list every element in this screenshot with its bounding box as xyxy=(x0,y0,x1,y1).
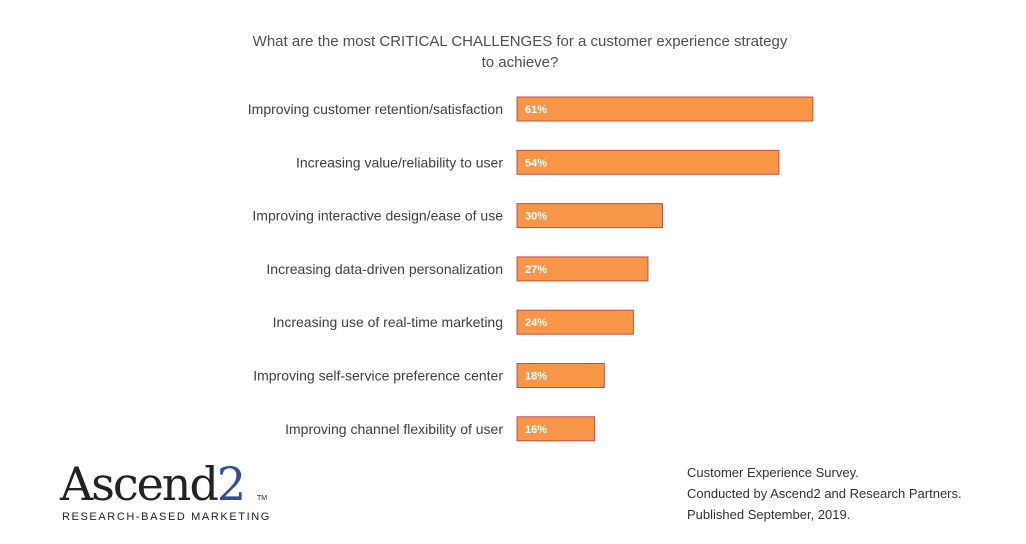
data-label: 54% xyxy=(525,157,547,169)
logo-tagline: RESEARCH-BASED MARKETING xyxy=(62,511,271,523)
category-label: Increasing use of real-time marketing xyxy=(273,314,503,330)
data-label: 61% xyxy=(525,104,547,116)
logo-wordmark: Ascend2 xyxy=(60,457,246,511)
chart-title: What are the most CRITICAL CHALLENGES fo… xyxy=(230,31,810,73)
category-label: Improving channel flexibility of user xyxy=(285,421,503,437)
category-label: Improving customer retention/satisfactio… xyxy=(248,101,503,117)
bar xyxy=(516,256,649,282)
data-label: 24% xyxy=(525,317,547,329)
bar xyxy=(516,363,605,388)
chart-title-line-1: What are the most CRITICAL CHALLENGES fo… xyxy=(252,33,788,50)
chart-title-line-2: to achieve? xyxy=(481,54,559,71)
ascend2-logo: Ascend2 TM RESEARCH-BASED MARKETING xyxy=(60,458,280,528)
data-label: 16% xyxy=(525,424,547,436)
data-label: 18% xyxy=(525,371,547,383)
source-note: Customer Experience Survey. Conducted by… xyxy=(687,462,962,525)
source-note-line-2: Conducted by Ascend2 and Research Partne… xyxy=(687,486,962,501)
data-label: 27% xyxy=(525,264,547,276)
category-label: Improving self-service preference center xyxy=(253,368,503,384)
data-label: 30% xyxy=(525,211,547,223)
bar xyxy=(516,416,596,442)
bar xyxy=(516,203,663,229)
logo-digit: 2 xyxy=(216,457,246,511)
category-label: Improving interactive design/ease of use xyxy=(252,208,503,224)
bar xyxy=(516,96,814,122)
logo-word: Ascend xyxy=(60,457,219,511)
bar xyxy=(516,149,780,175)
category-label: Increasing value/reliability to user xyxy=(296,154,503,170)
source-note-line-3: Published September, 2019. xyxy=(687,507,851,522)
logo-trademark: TM xyxy=(257,495,268,502)
category-label: Increasing data-driven personalization xyxy=(266,261,503,277)
source-note-line-1: Customer Experience Survey. xyxy=(687,465,859,480)
bar xyxy=(516,309,634,335)
